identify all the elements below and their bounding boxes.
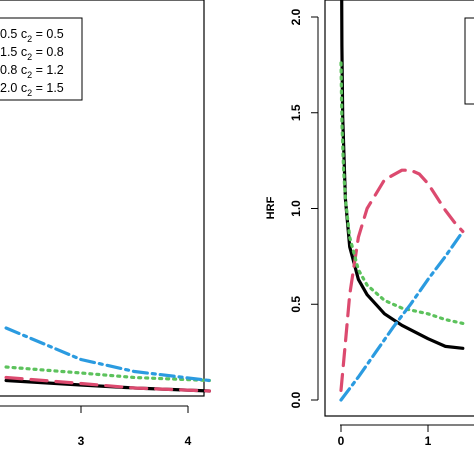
right-y-tick-label-4: 2.0 (289, 8, 303, 25)
right-legend-box (464, 17, 474, 105)
left-panel: 0.5 c2 = 0.51.5 c2 = 0.80.8 c2 = 1.22.0 … (0, 0, 211, 448)
right-series-line-2 (339, 61, 465, 325)
left-series-line-3 (4, 326, 211, 383)
legend-rows: 0.5 c2 = 0.51.5 c2 = 0.80.8 c2 = 1.22.0 … (0, 27, 64, 98)
left-series-line-2 (4, 365, 211, 383)
right-y-tick-label-3: 1.5 (289, 104, 303, 121)
right-y-axis: 0.0 0.5 1.0 1.5 2.0 HRF (265, 8, 319, 408)
right-panel: 0.0 0.5 1.0 1.5 2.0 HRF 0 1 (265, 0, 474, 448)
right-y-tick-label-0: 0.0 (289, 391, 303, 408)
right-y-tick-label-1: 0.5 (289, 296, 303, 313)
left-legend: 0.5 c2 = 0.51.5 c2 = 0.80.8 c2 = 1.22.0 … (0, 17, 83, 101)
right-series-line-1 (339, 168, 465, 392)
right-x-tick-label-1: 1 (425, 434, 432, 448)
left-x-tick-label-4: 4 (185, 434, 192, 448)
right-x-axis: 0 1 (338, 424, 474, 448)
legend-entry-0: 0.5 c2 = 0.5 (0, 27, 64, 44)
right-series-group (339, 0, 465, 402)
right-series-line-3 (339, 229, 465, 402)
left-series-group (4, 326, 211, 393)
right-plot-frame (324, 0, 474, 417)
legend-box (0, 17, 83, 101)
left-plot-frame (0, 0, 205, 397)
right-y-tick-label-2: 1.0 (289, 200, 303, 217)
right-y-axis-title: HRF (265, 196, 277, 219)
left-x-axis: 3 4 (0, 405, 192, 448)
legend-entry-2: 0.8 c2 = 1.2 (0, 63, 64, 80)
left-series-line-1 (4, 375, 211, 393)
right-series-line-0 (340, 0, 465, 350)
legend-entry-3: 2.0 c2 = 1.5 (0, 81, 64, 98)
right-x-tick-label-0: 0 (338, 434, 345, 448)
legend-entry-1: 1.5 c2 = 0.8 (0, 45, 64, 62)
left-x-tick-label-3: 3 (78, 434, 85, 448)
right-y-ticks: 0.0 0.5 1.0 1.5 2.0 (289, 8, 318, 408)
